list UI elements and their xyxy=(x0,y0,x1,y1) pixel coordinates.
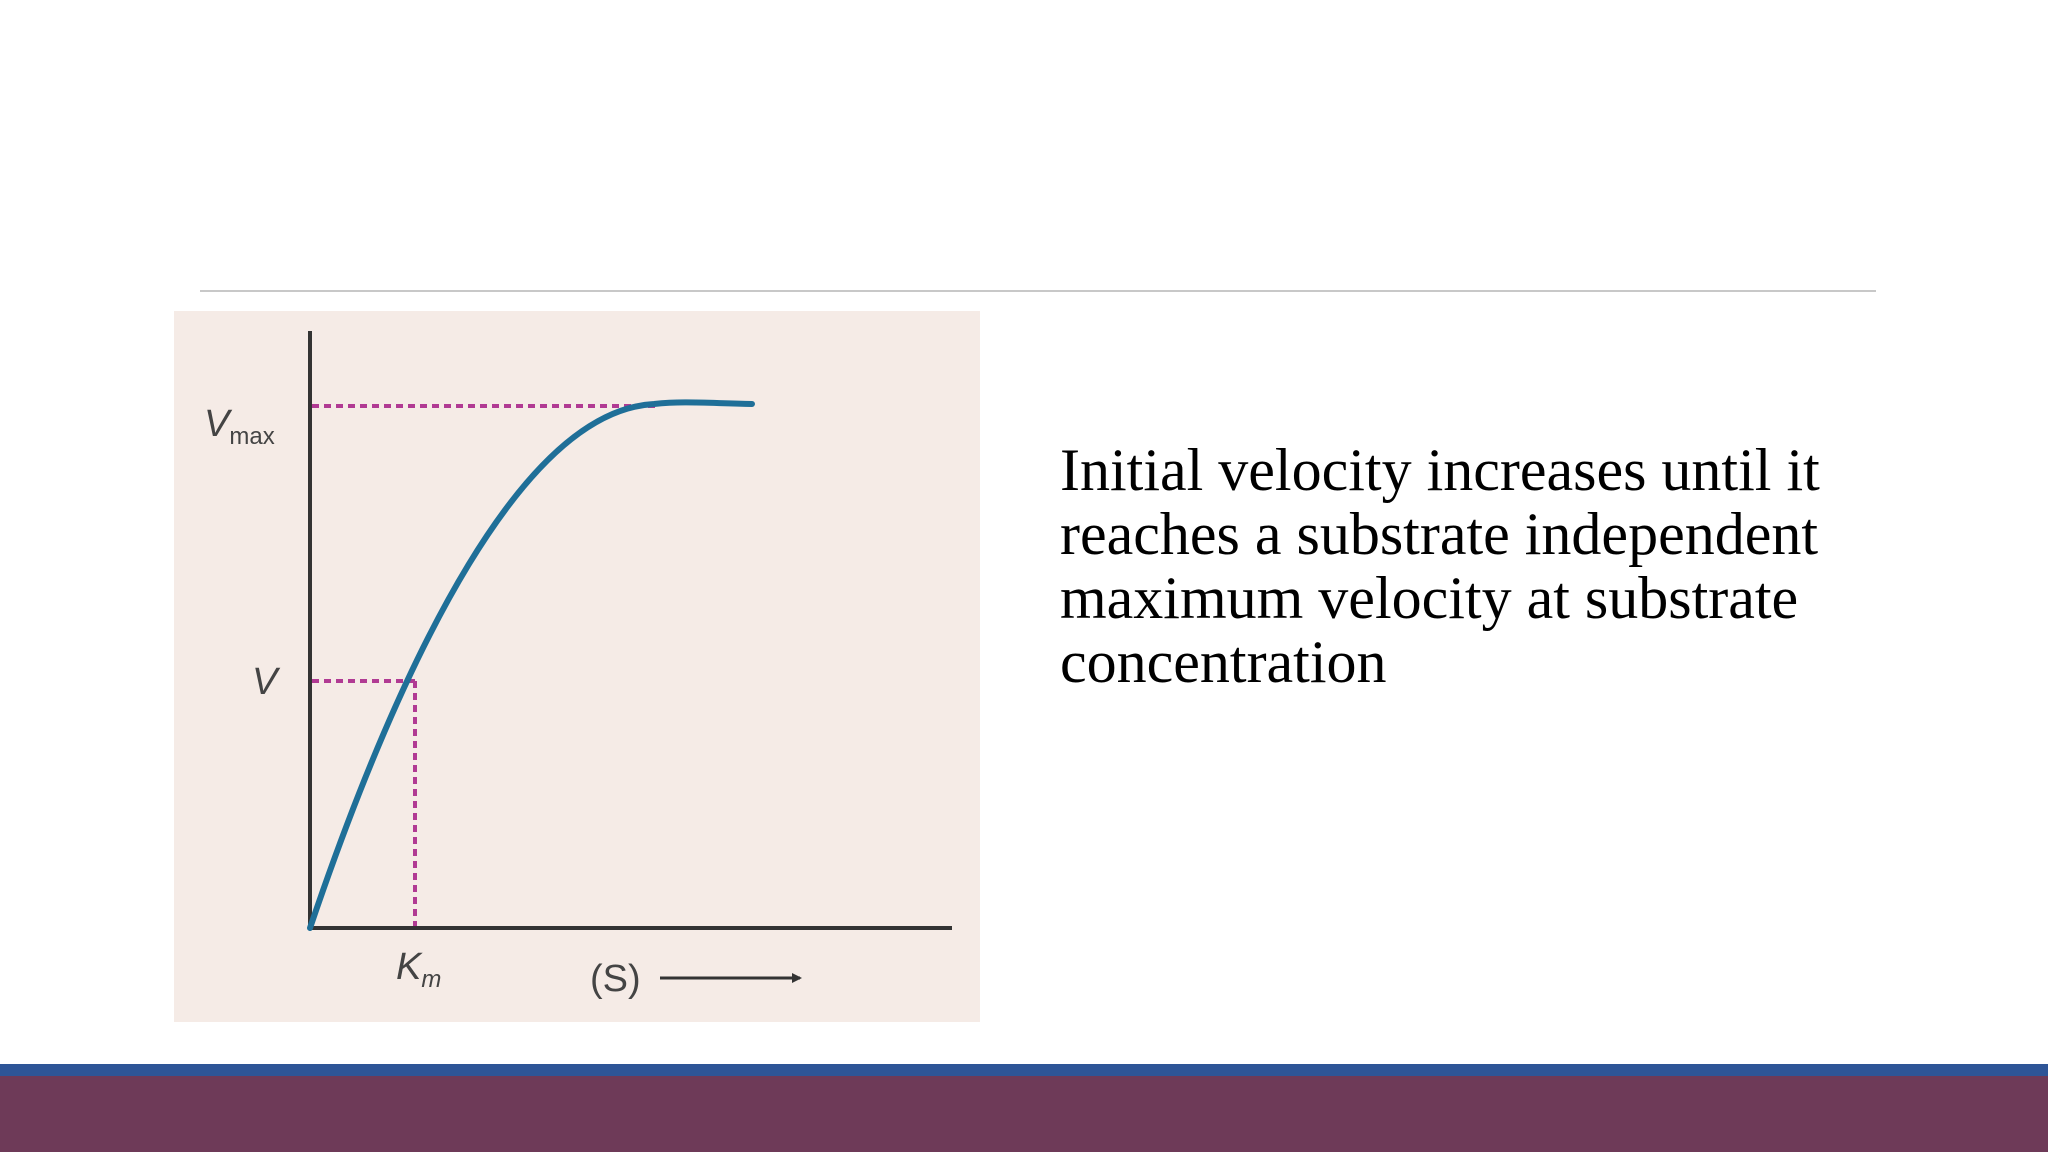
michaelis-menten-figure: Vmax V Km (S) xyxy=(174,311,980,1022)
title-divider xyxy=(200,290,1876,292)
velocity-curve xyxy=(307,399,755,931)
michaelis-menten-plot: Vmax V Km (S) xyxy=(204,331,952,1000)
vmax-label: Vmax xyxy=(204,403,275,450)
km-label: Km xyxy=(396,946,441,993)
footer-accent-bar xyxy=(0,1064,2048,1076)
body-text: Initial velocity increases until it reac… xyxy=(1060,437,1820,695)
v-label: V xyxy=(252,661,281,703)
substrate-label: (S) xyxy=(590,958,641,1000)
footer-bar xyxy=(0,1076,2048,1152)
